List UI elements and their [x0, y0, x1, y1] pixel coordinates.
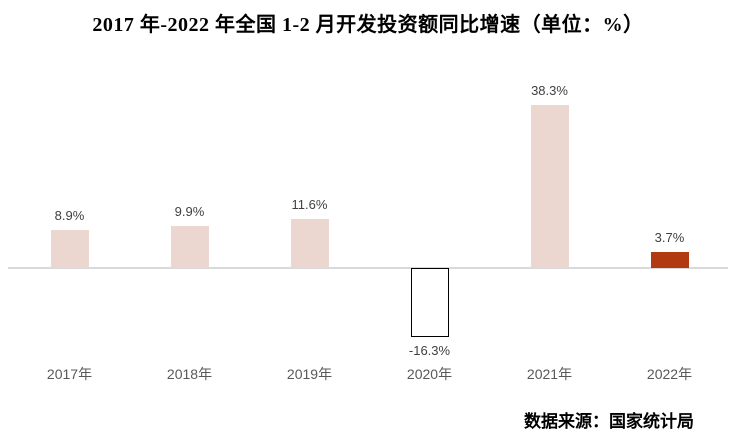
- category-label-2017年: 2017年: [46, 366, 93, 382]
- chart-title: 2017 年-2022 年全国 1-2 月开发投资额同比增速（单位：%）: [92, 14, 644, 36]
- value-label-2018年: 9.9%: [174, 204, 205, 219]
- category-label-2019年: 2019年: [286, 366, 333, 382]
- bar-2019年: [290, 219, 329, 268]
- bar-2017年: [50, 230, 89, 268]
- category-label-2018年: 2018年: [166, 366, 213, 382]
- value-label-2020年: -16.3%: [408, 343, 451, 358]
- data-source-note: 数据来源：国家统计局: [524, 412, 694, 431]
- category-label-2022年: 2022年: [646, 366, 693, 382]
- bar-2021年: [530, 105, 569, 268]
- value-label-2019年: 11.6%: [291, 197, 328, 212]
- bar-2020年: [410, 268, 449, 337]
- value-label-2017年: 8.9%: [54, 208, 85, 223]
- value-label-2021年: 38.3%: [531, 83, 568, 98]
- bar-2022年: [650, 252, 689, 268]
- value-label-2022年: 3.7%: [654, 230, 685, 245]
- category-label-2020年: 2020年: [406, 366, 453, 382]
- category-label-2021年: 2021年: [526, 366, 573, 382]
- x-axis-line: [8, 267, 728, 269]
- bar-2018年: [170, 226, 209, 268]
